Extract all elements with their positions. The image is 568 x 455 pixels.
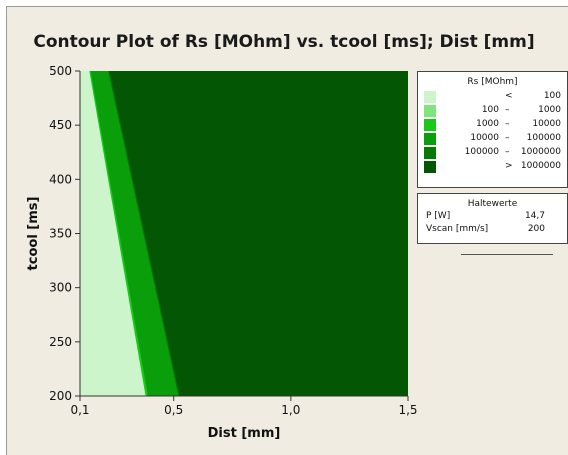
legend-lower-bound: 10000 — [470, 133, 499, 143]
x-tick-label: 0,1 — [70, 403, 89, 417]
legend-swatch — [424, 105, 436, 117]
legend-operator: < — [505, 91, 513, 101]
hold-values-box: Haltewerte P [W] 14,7 Vscan [mm/s] 200 — [417, 193, 568, 244]
y-tick-label: 450 — [49, 118, 72, 132]
legend-operator: – — [505, 147, 510, 157]
legend: Rs [MOhm] <100 100–1000 1000–10000 10000–10… — [417, 71, 568, 188]
legend-item: 10000– 100000 — [418, 132, 567, 146]
y-tick-label: 500 — [49, 64, 72, 78]
legend-upper-bound: 1000000 — [520, 161, 561, 171]
legend-lower-bound: 100000 — [464, 147, 499, 157]
hold-value-name: Vscan [mm/s] — [426, 224, 489, 234]
legend-upper-bound: 1000 — [538, 105, 561, 115]
legend-title: Rs [MOhm] — [467, 77, 518, 87]
x-tick-label: 1,5 — [398, 403, 417, 417]
hold-values-rows: P [W] 14,7 Vscan [mm/s] 200 — [418, 211, 567, 237]
chart-title: Contour Plot of Rs [MOhm] vs. tcool [ms]… — [33, 32, 535, 52]
hold-value: 14,7 — [524, 211, 545, 221]
legend-operator: – — [505, 133, 510, 143]
x-tick-label: 1,0 — [281, 403, 300, 417]
legend-swatch — [424, 133, 436, 145]
legend-operator: – — [505, 119, 510, 129]
legend-upper-bound: 10000 — [532, 119, 561, 129]
legend-item: >1000000 — [418, 160, 567, 174]
hold-value: 200 — [527, 224, 545, 234]
hold-value-row: P [W] 14,7 — [418, 211, 567, 224]
legend-swatch — [424, 147, 436, 159]
legend-swatch — [424, 91, 436, 103]
legend-item: 100000–1000000 — [418, 146, 567, 160]
x-tick-label: 0,5 — [164, 403, 183, 417]
legend-operator: > — [505, 161, 513, 171]
legend-item: <100 — [418, 90, 567, 104]
legend-item: 1000– 10000 — [418, 118, 567, 132]
legend-swatch — [424, 119, 436, 131]
hold-values-title: Haltewerte — [467, 199, 518, 209]
legend-upper-bound: 1000000 — [520, 147, 561, 157]
y-tick-label: 350 — [49, 227, 72, 241]
hold-value-row: Vscan [mm/s] 200 — [418, 224, 567, 237]
contour-region-level-0 — [80, 71, 146, 396]
legend-operator: – — [505, 105, 510, 115]
y-tick-label: 400 — [49, 172, 72, 186]
y-axis-title: tcool [ms] — [26, 197, 41, 271]
legend-swatch — [424, 161, 436, 173]
legend-lower-bound: 1000 — [476, 119, 499, 129]
y-tick-label: 300 — [49, 281, 72, 295]
divider-line — [461, 254, 553, 255]
legend-upper-bound: 100000 — [526, 133, 561, 143]
y-tick-label: 200 — [49, 389, 72, 403]
legend-upper-bound: 100 — [543, 91, 561, 101]
y-tick-label: 250 — [49, 335, 72, 349]
legend-lower-bound: 100 — [481, 105, 499, 115]
hold-value-name: P [W] — [426, 211, 451, 221]
legend-item: 100– 1000 — [418, 104, 567, 118]
x-axis-title: Dist [mm] — [208, 426, 281, 441]
legend-rows: <100 100–1000 1000–10000 10000–100000 100000… — [418, 90, 567, 174]
